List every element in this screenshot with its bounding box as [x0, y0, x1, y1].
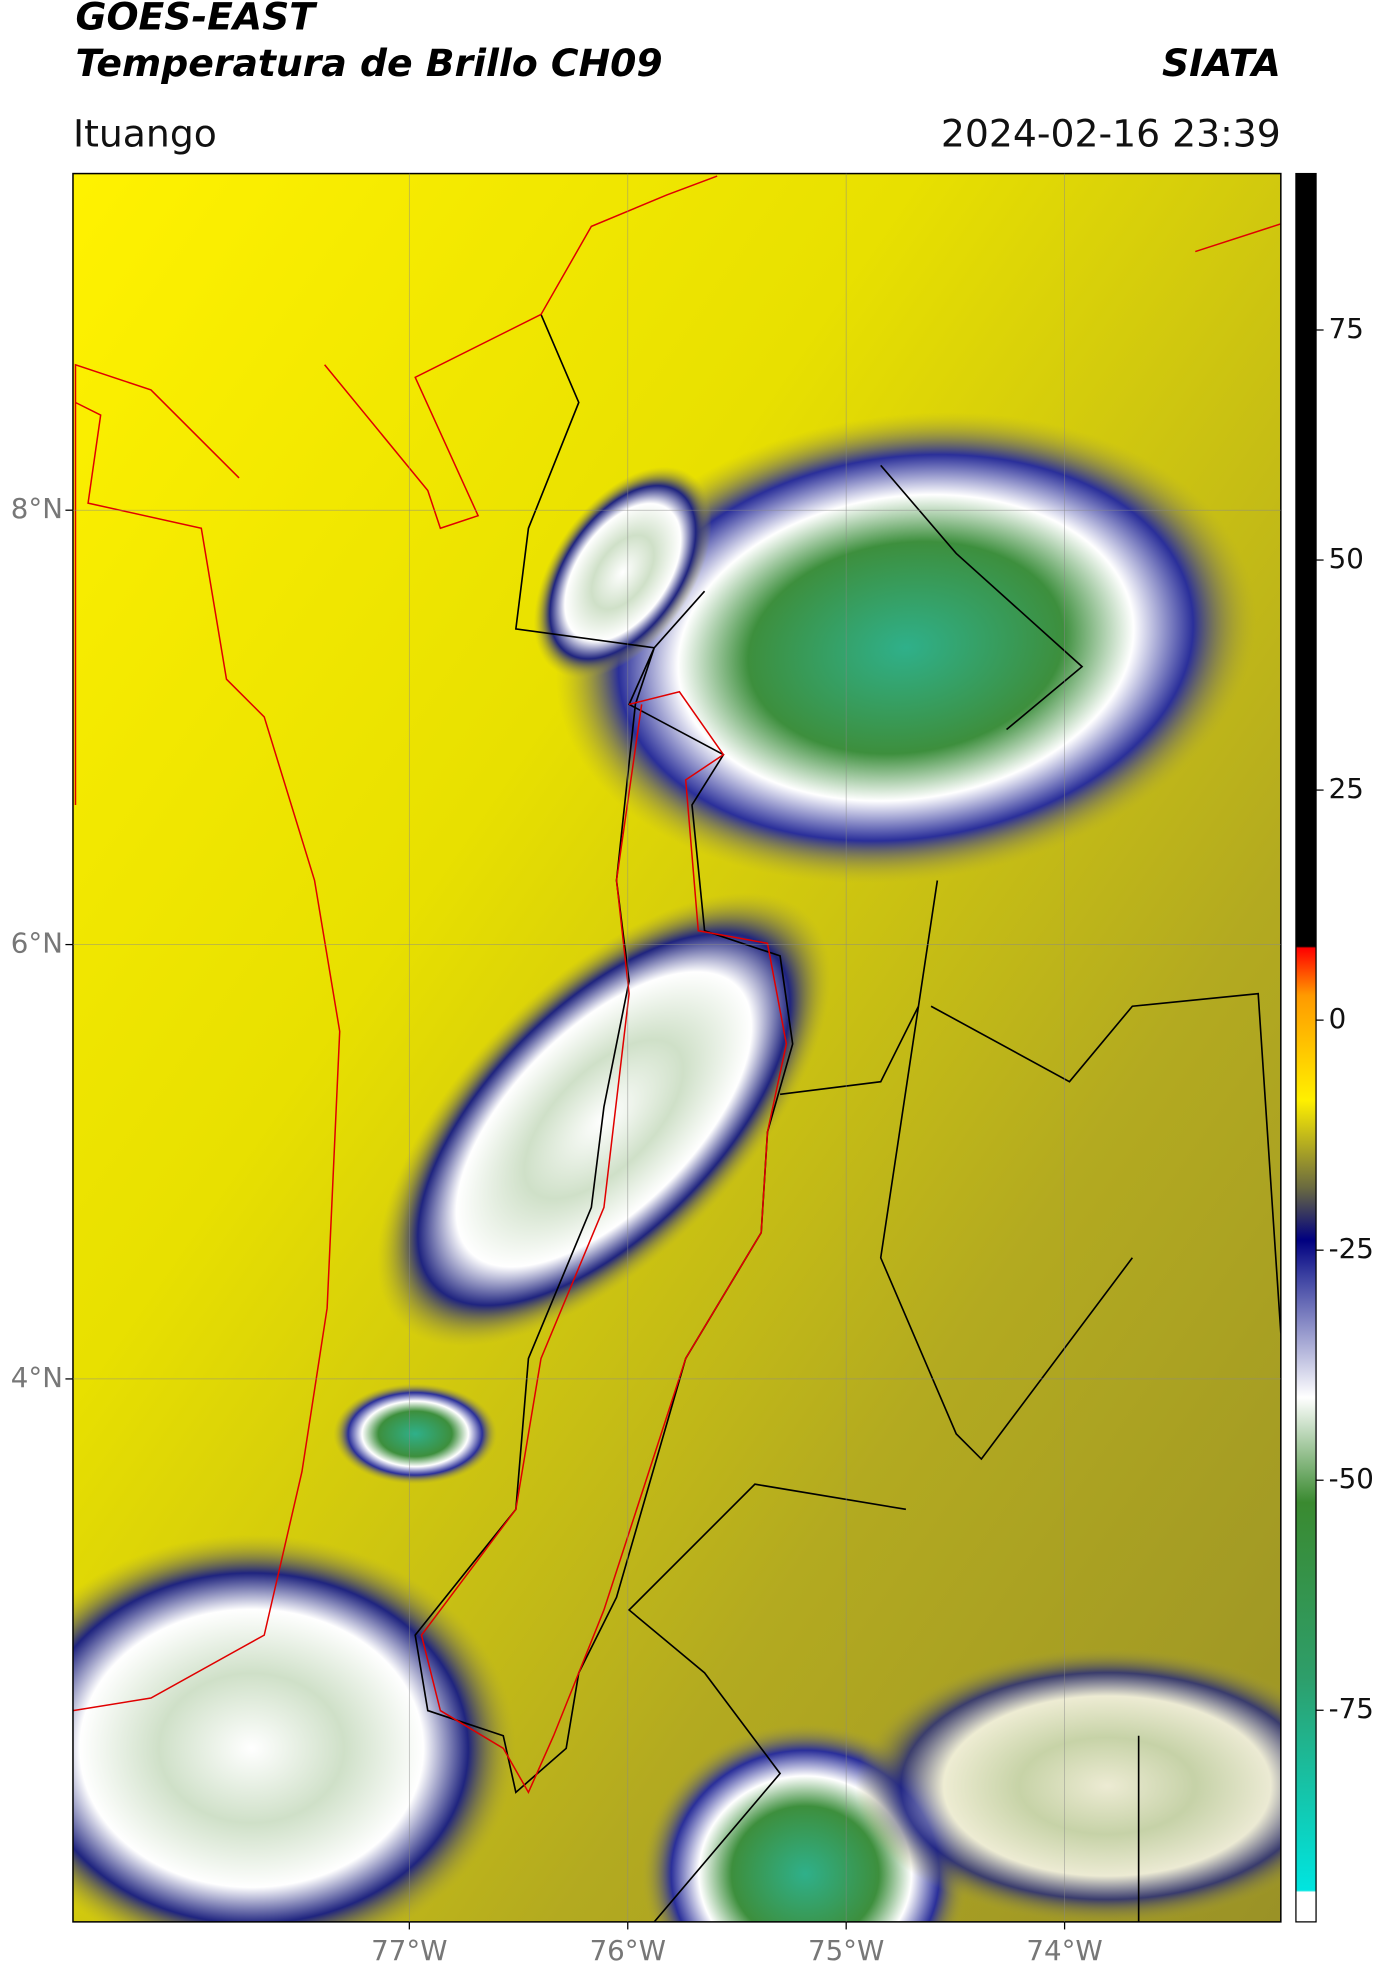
- lat-label: 8°N: [11, 492, 63, 525]
- map-frame: [72, 172, 1282, 1923]
- colorbar-label: -25: [1329, 1232, 1374, 1265]
- lon-label: 74°W: [1026, 1934, 1102, 1967]
- colorbar-label: -75: [1329, 1692, 1374, 1725]
- lat-label: 6°N: [11, 927, 63, 960]
- colorbar-label: 50: [1329, 542, 1364, 575]
- brand: SIATA: [1162, 41, 1281, 85]
- location: Ituango: [73, 111, 217, 155]
- lat-label: 4°N: [11, 1361, 63, 1394]
- lon-label: 75°W: [808, 1934, 884, 1967]
- colorbar: [1295, 172, 1317, 1923]
- subtitle: Temperatura de Brillo CH09: [75, 41, 662, 85]
- title: GOES-EAST: [75, 0, 318, 38]
- datetime: 2024-02-16 23:39: [941, 111, 1281, 155]
- colorbar-label: 25: [1329, 772, 1364, 805]
- lon-label: 76°W: [590, 1934, 666, 1967]
- colorbar-label: 0: [1329, 1002, 1347, 1035]
- lon-label: 77°W: [371, 1934, 447, 1967]
- satellite-image: [72, 173, 1281, 1922]
- colorbar-label: -50: [1329, 1462, 1374, 1495]
- colorbar-label: 75: [1329, 312, 1364, 345]
